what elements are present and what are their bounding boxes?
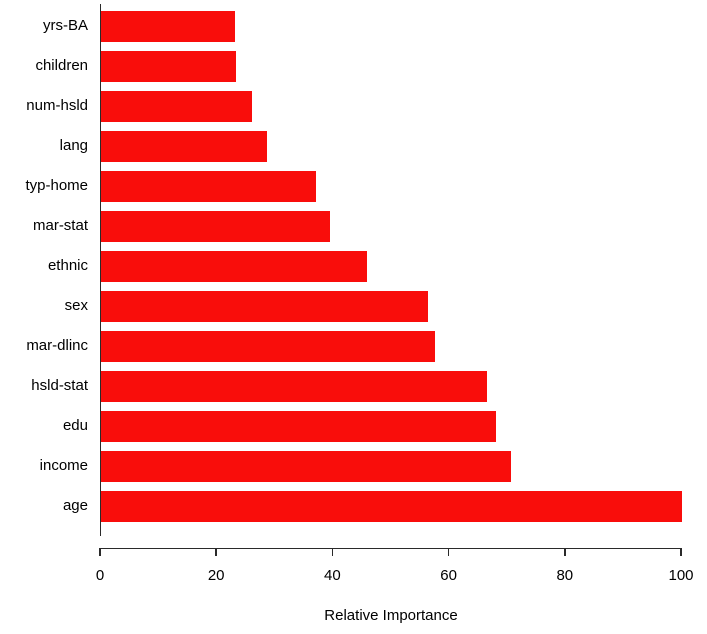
x-tick-100: [680, 548, 682, 556]
category-label-income: income: [39, 457, 88, 474]
x-axis-line: [99, 547, 682, 550]
bar-typ-home: [101, 171, 316, 202]
bar-mar-stat: [101, 211, 331, 242]
bar-hsld-stat: [101, 371, 488, 402]
bar-lang: [101, 131, 267, 162]
category-label-mar-stat: mar-stat: [32, 217, 88, 234]
x-tick-label-100: 100: [668, 567, 694, 584]
x-tick-20: [215, 548, 217, 556]
bar-edu: [101, 411, 497, 442]
bar-ethnic: [101, 251, 367, 282]
category-label-yrs-BA: yrs-BA: [43, 17, 88, 34]
x-tick-80: [564, 548, 566, 556]
bar-children: [101, 51, 237, 82]
x-tick-40: [331, 548, 334, 556]
x-tick-label-80: 80: [556, 567, 574, 584]
category-label-sex: sex: [64, 297, 88, 314]
bar-income: [101, 451, 511, 482]
category-label-hsld-stat: hsld-stat: [31, 377, 88, 394]
bar-age: [101, 491, 682, 522]
x-tick-60: [447, 548, 450, 556]
x-axis-title: Relative Importance: [324, 607, 458, 624]
x-tick-label-20: 20: [207, 567, 225, 584]
category-label-mar-dlinc: mar-dlinc: [26, 337, 88, 354]
category-label-ethnic: ethnic: [47, 257, 88, 274]
bar-yrs-BA: [101, 11, 235, 42]
category-label-num-hsld: num-hsld: [26, 97, 88, 114]
bar-mar-dlinc: [101, 331, 436, 362]
y-axis-line: [99, 4, 102, 536]
x-tick-label-40: 40: [324, 567, 341, 584]
x-tick-label-60: 60: [440, 567, 457, 584]
category-label-edu: edu: [62, 417, 88, 434]
category-label-typ-home: typ-home: [25, 177, 88, 194]
category-label-age: age: [62, 497, 88, 514]
x-tick-label-0: 0: [95, 567, 105, 584]
x-tick-0: [99, 548, 101, 556]
bar-sex: [101, 291, 429, 322]
category-label-children: children: [35, 57, 88, 74]
category-label-lang: lang: [59, 137, 88, 154]
bar-num-hsld: [101, 91, 253, 122]
